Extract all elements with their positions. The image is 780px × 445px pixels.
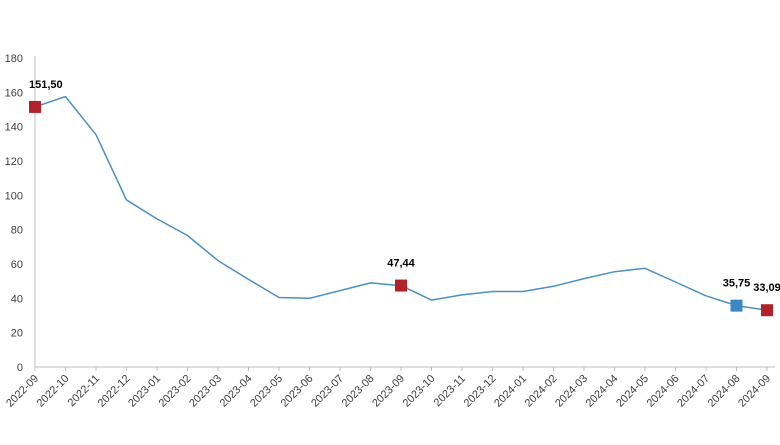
data-label: 151,50 (29, 79, 63, 91)
x-tick-label: 2024-04 (584, 373, 621, 410)
y-tick-label: 0 (17, 362, 23, 374)
y-tick-label: 140 (5, 122, 23, 134)
y-tick-label: 120 (5, 156, 23, 168)
x-tick-label: 2023-08 (340, 373, 377, 410)
x-tick-label: 2023-10 (401, 373, 438, 410)
y-tick-label: 20 (11, 328, 23, 340)
y-tick-label: 40 (11, 293, 23, 305)
y-tick-label: 100 (5, 190, 23, 202)
x-tick-label: 2023-12 (462, 373, 499, 410)
x-tick-label: 2024-02 (523, 373, 560, 410)
x-tick-label: 2024-08 (706, 373, 743, 410)
y-tick-label: 180 (5, 53, 23, 65)
x-tick-label: 2023-05 (248, 373, 285, 410)
highlight-point-marker (395, 279, 407, 292)
x-tick-label: 2024-05 (614, 373, 651, 410)
x-tick-label: 2024-06 (645, 373, 682, 410)
data-label: 35,75 (723, 278, 751, 290)
y-tick-label: 80 (11, 225, 23, 237)
highlight-point-marker (29, 100, 41, 113)
x-tick-label: 2023-02 (157, 373, 194, 410)
x-tick-label: 2022-10 (35, 373, 72, 410)
series-line (34, 95, 768, 311)
x-tick-label: 2023-04 (218, 373, 255, 410)
x-tick-label: 2024-01 (492, 373, 529, 410)
x-tick-label: 2024-07 (675, 373, 712, 410)
x-tick-label: 2023-06 (279, 373, 316, 410)
x-tick-label: 2023-07 (309, 373, 346, 410)
y-tick-label: 160 (5, 87, 23, 99)
y-tick-label: 60 (11, 259, 23, 271)
data-label: 33,09 (753, 282, 780, 294)
x-tick-label: 2023-09 (370, 373, 407, 410)
x-tick-label: 2024-09 (736, 373, 773, 410)
x-tick-label: 2022-09 (4, 373, 41, 410)
x-tick-label: 2022-12 (96, 373, 133, 410)
x-tick-label: 2023-03 (187, 373, 224, 410)
highlight-point-marker (761, 304, 773, 317)
data-label: 47,44 (387, 258, 415, 270)
x-tick-label: 2023-01 (126, 373, 163, 410)
x-tick-label: 2024-03 (553, 373, 590, 410)
highlight-point-marker (730, 299, 743, 312)
